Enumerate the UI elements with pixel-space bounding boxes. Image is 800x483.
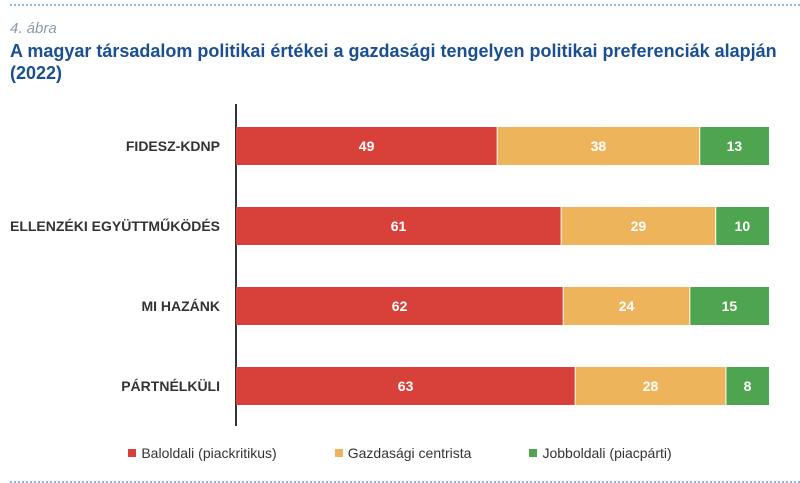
top-dotted-rule bbox=[10, 4, 800, 6]
value-label-ellenzeki-egyuttmukodes-baloldali: 61 bbox=[391, 218, 407, 234]
category-label-mi-hazank: MI HAZÁNK bbox=[141, 298, 220, 314]
value-label-fidesz-kdnp-jobboldali: 13 bbox=[727, 138, 743, 154]
bar-ellenzeki-egyuttmukodes-centrista bbox=[561, 207, 716, 245]
bar-ellenzeki-egyuttmukodes-jobboldali bbox=[715, 207, 769, 245]
bar-partnelkuli-centrista bbox=[575, 367, 726, 405]
legend-label-centrista: Gazdasági centrista bbox=[347, 445, 472, 461]
chart-legend: Baloldali (piackritikus) Gazdasági centr… bbox=[0, 445, 800, 461]
value-label-ellenzeki-egyuttmukodes-jobboldali: 10 bbox=[735, 218, 751, 234]
legend-swatch-centrista bbox=[334, 449, 343, 457]
bar-mi-hazank-centrista bbox=[563, 287, 690, 325]
bar-mi-hazank-jobboldali bbox=[689, 287, 769, 325]
value-label-ellenzeki-egyuttmukodes-centrista: 29 bbox=[631, 218, 647, 234]
stacked-bar-chart: FIDESZ-KDNP 49 38 13 ELLENZÉKI EGYÜTTMŰKÖDÉS… bbox=[10, 104, 769, 426]
bar-fidesz-kdnp-centrista bbox=[497, 127, 700, 165]
bar-fidesz-kdnp-baloldali bbox=[236, 127, 498, 165]
figure-number: 4. ábra bbox=[10, 20, 57, 37]
bar-partnelkuli-baloldali bbox=[236, 367, 576, 405]
legend-swatch-baloldali bbox=[128, 449, 137, 457]
legend-label-jobboldali: Jobboldali (piacpárti) bbox=[542, 445, 672, 461]
category-label-ellenzeki-egyuttmukodes: ELLENZÉKI EGYÜTTMŰKÖDÉS bbox=[10, 217, 220, 234]
legend-item-jobboldali: Jobboldali (piacpárti) bbox=[529, 445, 672, 461]
legend-label-baloldali: Baloldali (piackritikus) bbox=[141, 445, 277, 461]
value-label-partnelkuli-jobboldali: 8 bbox=[744, 378, 752, 394]
value-label-mi-hazank-baloldali: 62 bbox=[392, 298, 408, 314]
bar-partnelkuli-jobboldali bbox=[725, 367, 769, 405]
value-label-partnelkuli-baloldali: 63 bbox=[398, 378, 414, 394]
legend-item-baloldali: Baloldali (piackritikus) bbox=[128, 445, 277, 461]
legend-swatch-jobboldali bbox=[529, 449, 538, 457]
category-label-fidesz-kdnp: FIDESZ-KDNP bbox=[126, 138, 220, 154]
category-label-partnelkuli: PÁRTNÉLKÜLI bbox=[121, 378, 220, 394]
value-label-fidesz-kdnp-baloldali: 49 bbox=[359, 138, 375, 154]
legend-item-centrista: Gazdasági centrista bbox=[334, 445, 472, 461]
figure-title: A magyar társadalom politikai értékei a … bbox=[10, 41, 777, 83]
bar-ellenzeki-egyuttmukodes-baloldali bbox=[236, 207, 562, 245]
value-label-fidesz-kdnp-centrista: 38 bbox=[591, 138, 607, 154]
bar-mi-hazank-baloldali bbox=[236, 287, 564, 325]
value-label-partnelkuli-centrista: 28 bbox=[643, 378, 659, 394]
value-label-mi-hazank-jobboldali: 15 bbox=[722, 298, 738, 314]
bar-fidesz-kdnp-jobboldali bbox=[699, 127, 769, 165]
value-label-mi-hazank-centrista: 24 bbox=[619, 298, 635, 314]
